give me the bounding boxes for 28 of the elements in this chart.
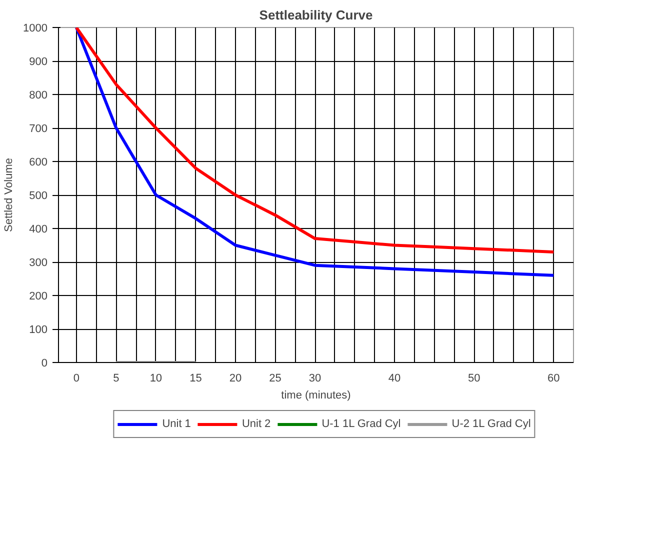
y-tick-label: 0 <box>41 358 48 370</box>
x-tick-label: 0 <box>73 372 80 384</box>
y-tick-label: 600 <box>29 156 48 168</box>
chart-title: Settleability Curve <box>259 8 373 22</box>
y-tick-label: 300 <box>29 257 48 269</box>
x-tick-label: 25 <box>269 372 282 384</box>
x-tick-label: 30 <box>308 372 322 384</box>
y-tick-label: 400 <box>29 224 48 236</box>
y-tick-label: 700 <box>29 123 48 135</box>
x-tick-label: 60 <box>548 372 560 384</box>
y-tick-label: 900 <box>29 56 48 68</box>
legend-label: U-2 1L Grad Cyl <box>452 418 531 430</box>
x-tick-label: 10 <box>150 372 162 384</box>
y-tick-label: 1000 <box>23 22 48 34</box>
x-axis-title: time (minutes) <box>281 390 351 402</box>
legend-label: Unit 1 <box>162 418 191 430</box>
x-tick-label: 15 <box>190 372 202 384</box>
x-tick-label: 50 <box>468 372 480 384</box>
y-tick-label: 100 <box>29 324 48 336</box>
legend-label: U-1 1L Grad Cyl <box>322 418 401 430</box>
y-tick-label: 500 <box>29 190 48 202</box>
y-axis-title: Settled Volume <box>3 158 16 232</box>
x-tick-label: 40 <box>388 372 401 384</box>
x-tick-label: 5 <box>113 372 120 384</box>
y-tick-label: 800 <box>29 90 48 102</box>
x-tick-label: 20 <box>229 372 242 384</box>
legend-label: Unit 2 <box>242 418 271 430</box>
y-tick-label: 200 <box>29 290 48 302</box>
